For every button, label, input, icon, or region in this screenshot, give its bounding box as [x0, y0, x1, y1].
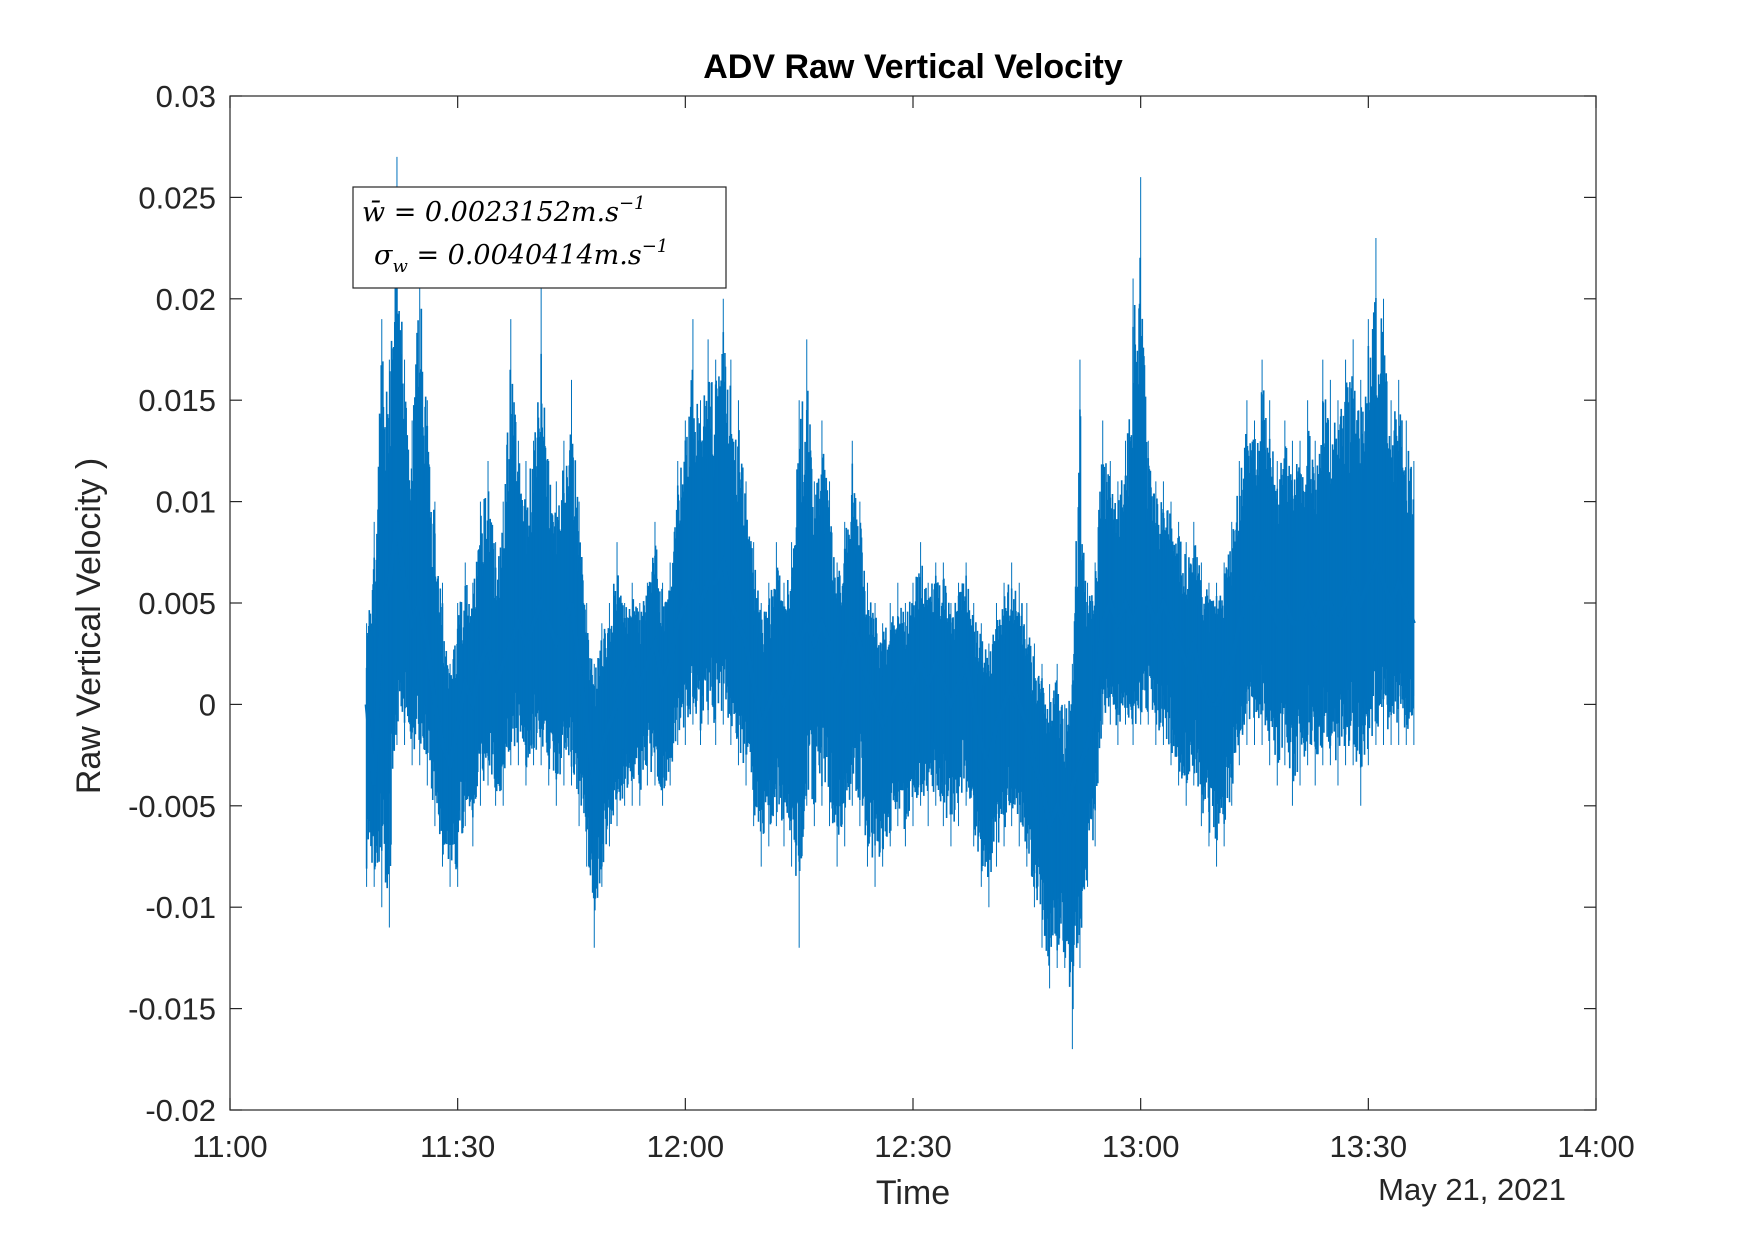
date-label: May 21, 2021 — [1378, 1172, 1566, 1207]
x-tick-label: 11:00 — [192, 1129, 267, 1164]
std-annotation: σw = 0.0040414m.s−1 — [374, 236, 668, 277]
y-tick-label: 0.02 — [156, 282, 216, 317]
y-tick-label: 0.015 — [138, 383, 216, 418]
y-tick-label: 0.025 — [138, 180, 216, 215]
x-tick-label: 13:00 — [1102, 1129, 1180, 1164]
std-exponent: −1 — [642, 236, 669, 257]
mean-symbol: w̄ — [362, 197, 385, 228]
y-tick-label: 0.005 — [138, 586, 216, 621]
y-axis-label: Raw Vertical Velocity ) — [70, 458, 108, 794]
x-tick-label: 11:30 — [420, 1129, 495, 1164]
y-tick-label: 0.01 — [156, 485, 216, 520]
stats-legend: w̄ = 0.0023152m.s−1 σw = 0.0040414m.s−1 — [352, 186, 727, 289]
y-tick-label: -0.005 — [128, 789, 216, 824]
y-tick-label: 0 — [199, 687, 216, 722]
mean-value: = 0.0023152 — [385, 197, 571, 228]
x-axis-label: Time — [876, 1174, 950, 1212]
y-tick-label: 0.03 — [156, 79, 216, 114]
y-tick-label: -0.02 — [145, 1093, 216, 1128]
y-tick-label: -0.015 — [128, 992, 216, 1027]
x-tick-label: 12:30 — [874, 1129, 952, 1164]
stats-legend-frame — [352, 186, 727, 289]
x-tick-label: 12:00 — [647, 1129, 725, 1164]
std-symbol: σ — [374, 240, 394, 271]
std-unit: m.s — [594, 240, 642, 271]
chart-title: ADV Raw Vertical Velocity — [703, 48, 1123, 86]
ticks-layer: 11:00 11:30 12:00 12:30 13:00 13:30 14:00 -0.02… — [128, 79, 1635, 1164]
data-layer — [364, 156, 1416, 1050]
mean-unit: m.s — [571, 197, 619, 228]
x-tick-label: 14:00 — [1557, 1129, 1635, 1164]
std-value: = 0.0040414 — [408, 240, 594, 271]
mean-exponent: −1 — [619, 193, 646, 214]
velocity-line — [364, 521, 1416, 834]
y-tick-label: -0.01 — [145, 890, 216, 925]
mean-annotation: w̄ = 0.0023152m.s−1 — [362, 193, 646, 228]
x-tick-label: 13:30 — [1330, 1129, 1408, 1164]
std-subscript: w — [392, 256, 408, 277]
